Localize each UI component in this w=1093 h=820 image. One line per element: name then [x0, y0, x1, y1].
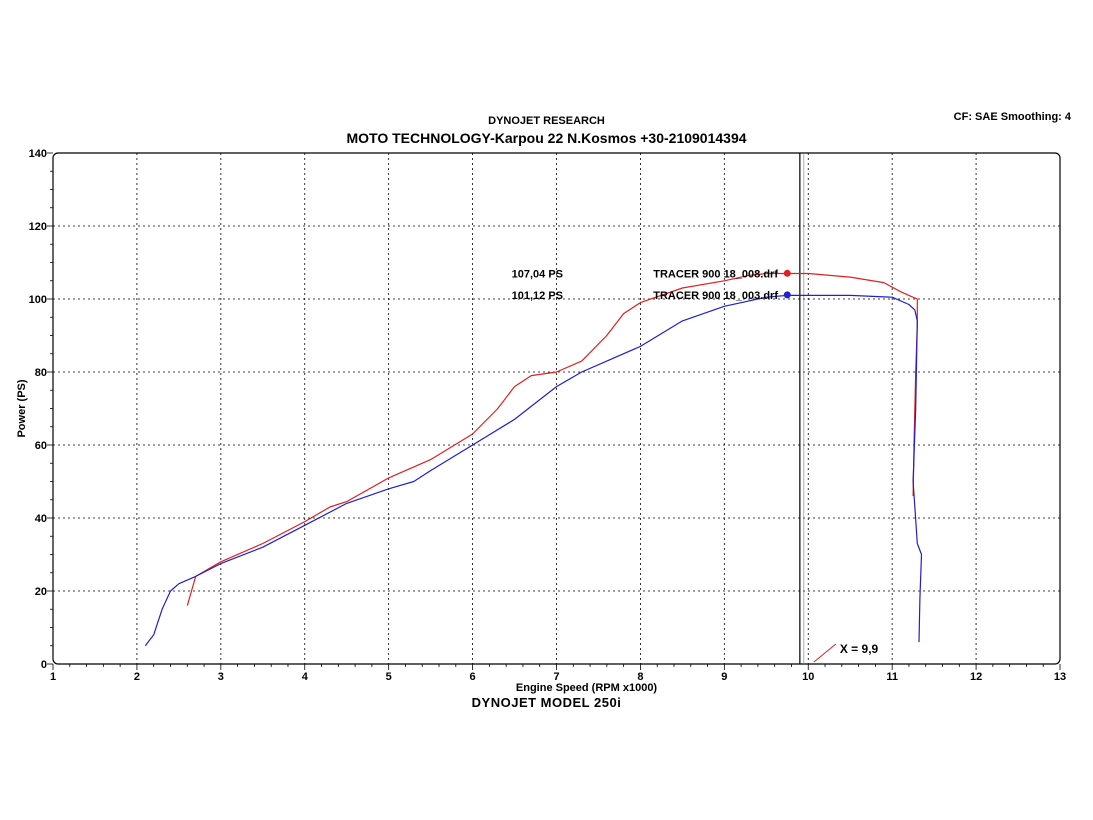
series-peak-marker-1 [783, 269, 791, 277]
x-tick-label: 7 [553, 671, 559, 683]
series-peak-label-2: 101,12 PS [512, 290, 563, 302]
x-tick-label: 2 [134, 671, 140, 683]
chart-title: MOTO TECHNOLOGY-Karpou 22 N.Kosmos +30-2… [346, 130, 747, 146]
y-tick-label: 120 [29, 221, 47, 233]
y-tick-label: 20 [35, 586, 47, 598]
x-tick-label: 3 [218, 671, 224, 683]
y-tick-label: 0 [41, 659, 47, 671]
x-axis-label: Engine Speed (RPM x1000) [516, 682, 658, 694]
x-tick-label: 1 [50, 671, 56, 683]
y-tick-label: 100 [29, 294, 47, 306]
cursor-pointer [813, 643, 837, 663]
dyno-model-label: DYNOJET MODEL 250i [471, 695, 622, 710]
series-name-label-1: TRACER 900 18_008.drf [653, 268, 778, 280]
x-tick-label: 6 [470, 671, 476, 683]
series-line-2 [144, 294, 923, 647]
y-tick-label: 140 [29, 148, 47, 160]
x-tick-label: 11 [886, 671, 898, 683]
chart-subtitle: DYNOJET RESEARCH [488, 115, 605, 127]
x-tick-label: 5 [386, 671, 392, 683]
cursor-label: X = 9,9 [840, 642, 879, 656]
y-tick-label: 40 [35, 513, 47, 525]
x-tick-label: 12 [970, 671, 982, 683]
x-tick-label: 8 [637, 671, 643, 683]
y-tick-label: 80 [35, 367, 47, 379]
y-axis-label: Power (PS) [16, 379, 28, 437]
x-tick-label: 4 [302, 671, 309, 683]
series-name-label-2: TRACER 900 18_003.drf [653, 290, 778, 302]
correction-settings: CF: SAE Smoothing: 4 [953, 111, 1071, 123]
series-peak-label-1: 107,04 PS [512, 268, 563, 280]
x-tick-label: 9 [721, 671, 727, 683]
series-peak-marker-2 [783, 291, 791, 299]
x-tick-label: 13 [1054, 671, 1066, 683]
x-tick-label: 10 [802, 671, 814, 683]
y-tick-label: 60 [35, 440, 47, 452]
dyno-chart: 1 2 3 4 5 6 7 8 9 10 11 12 13020406080100120140Engin… [16, 148, 1066, 694]
series-line-1 [186, 272, 918, 606]
